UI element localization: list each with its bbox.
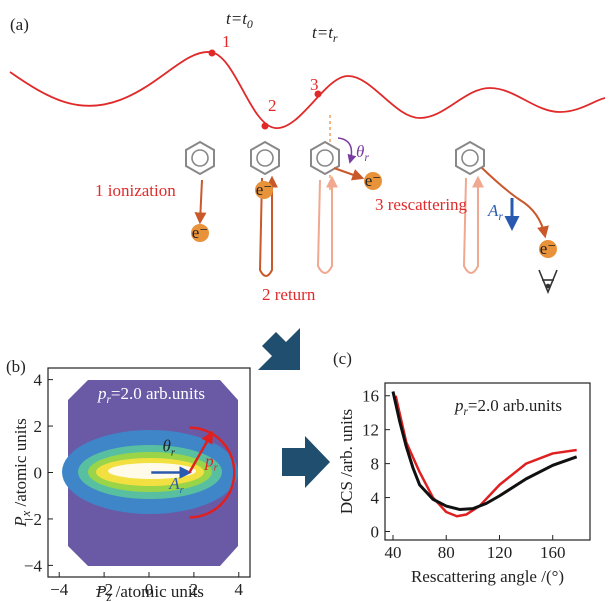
x-tick-label: 160 (540, 543, 566, 562)
time-label: t=t0 (226, 9, 253, 31)
field-point (261, 122, 269, 130)
annotation: pr=2.0 arb.units (454, 396, 562, 418)
arrow (316, 175, 338, 274)
arrow (258, 175, 278, 277)
field-label: Ar (487, 201, 503, 223)
electron (255, 181, 273, 199)
y-tick-label: 0 (371, 523, 380, 542)
point-label: 1 (222, 32, 231, 51)
y-tick-label: 2 (34, 417, 43, 436)
momentum-arrow (188, 430, 214, 474)
y-tick-label: 16 (362, 387, 379, 406)
x-axis-label-main: P (95, 582, 106, 601)
field-point (208, 49, 216, 57)
annotation-main: p (454, 396, 464, 415)
momentum-label: pr (204, 452, 219, 474)
detector (538, 269, 558, 295)
y-tick-label: −4 (24, 556, 43, 575)
electron (539, 240, 557, 258)
x-axis-label: Pz /atomic units (95, 582, 204, 602)
y-tick-label: −2 (24, 510, 42, 529)
y-tick-label: 4 (371, 489, 380, 508)
arrow (481, 167, 549, 239)
time-label-main: t=t (312, 23, 334, 42)
angle-label-sub: r (171, 448, 176, 459)
x-tick-label: 120 (487, 543, 513, 562)
step-label: 3 rescattering (375, 195, 468, 214)
y-axis-label-main: P (11, 516, 30, 527)
electron-label: e⁻ (192, 223, 209, 242)
angle-label: θr (162, 437, 175, 459)
electron-label: e⁻ (365, 171, 382, 190)
x-tick-label: −2 (95, 580, 113, 599)
y-axis-label: DCS /arb. units (337, 409, 356, 514)
x-axis-label-sub: z (105, 590, 111, 602)
data-line (391, 391, 578, 511)
y-axis-label-sub: x (19, 510, 33, 517)
time-label-main: t=t (226, 9, 248, 28)
momentum-label-sub: r (214, 463, 219, 474)
panel-label: (c) (333, 349, 352, 368)
time-label: t=tr (312, 23, 338, 45)
x-tick-label: 80 (438, 543, 455, 562)
x-axis-label: Rescattering angle /(°) (411, 567, 564, 586)
flow-arrow (258, 328, 300, 370)
flow-arrow (282, 436, 330, 488)
momentum-distribution (62, 380, 238, 566)
time-label-sub: 0 (247, 17, 253, 31)
time-label-sub: r (333, 31, 338, 45)
laser-field (9, 51, 606, 129)
annotation-sub: r (464, 406, 469, 418)
molecule (455, 141, 485, 175)
field-label-main: A (487, 201, 499, 220)
y-axis-label-rest: /atomic units (11, 418, 30, 511)
step-label: 2 return (262, 285, 316, 304)
angle-label: θr (356, 142, 369, 164)
field-point (314, 90, 322, 98)
molecule (250, 141, 280, 175)
electron-label: e⁻ (256, 180, 273, 199)
field-label: Ar (168, 474, 184, 496)
arrow (333, 167, 365, 181)
x-tick-label: 4 (235, 580, 244, 599)
x-tick-label: −4 (50, 580, 69, 599)
momentum-label-main: p (204, 452, 214, 471)
annotation-sub: r (107, 394, 112, 406)
field-label-sub: r (498, 209, 503, 223)
electron (191, 224, 209, 242)
field-label-sub: r (180, 485, 185, 496)
plot-frame (384, 382, 591, 541)
step-label: 1 ionization (95, 181, 176, 200)
y-tick-label: 4 (34, 371, 43, 390)
y-axis-label: Px /atomic units (11, 418, 33, 528)
angle-label-main: θ (162, 437, 170, 456)
arrow (462, 175, 484, 274)
x-tick-label: 0 (145, 580, 154, 599)
electron-label: e⁻ (540, 239, 557, 258)
angle-label-sub: r (364, 150, 369, 164)
electron (364, 172, 382, 190)
y-tick-label: 0 (34, 464, 43, 483)
arrow (194, 179, 207, 225)
annotation: pr=2.0 arb.units (97, 384, 205, 406)
annotation-rest: =2.0 arb.units (111, 384, 205, 403)
annotation-rest: =2.0 arb.units (468, 396, 562, 415)
annotation-main: p (97, 384, 107, 403)
panel-label: (b) (6, 357, 26, 376)
y-tick-label: 8 (371, 455, 380, 474)
molecule (185, 141, 215, 175)
x-tick-label: 40 (384, 543, 401, 562)
data-line (394, 395, 577, 518)
field-label-main: A (168, 474, 180, 493)
point-label: 3 (310, 75, 319, 94)
y-tick-label: 12 (362, 421, 379, 440)
x-axis-label-rest: /atomic units (111, 582, 204, 601)
angle-arrow (337, 137, 357, 164)
x-tick-label: 2 (190, 580, 199, 599)
point-label: 2 (268, 96, 277, 115)
panel-label: (a) (10, 15, 29, 34)
angle-label-main: θ (356, 142, 364, 161)
